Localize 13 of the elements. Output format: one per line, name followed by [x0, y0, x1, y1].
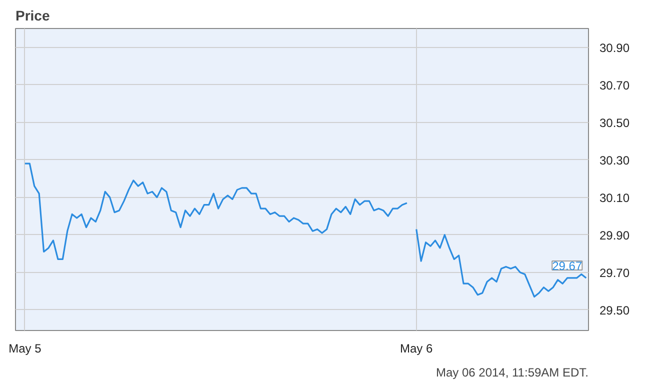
- y-tick-label: 30.10: [600, 190, 630, 205]
- annotation: 29.67: [552, 258, 582, 273]
- y-tick-label: 30.30: [600, 153, 630, 168]
- y-tick-label: 29.70: [600, 266, 630, 280]
- y-tick-label: 30.50: [600, 116, 630, 130]
- x-tick-label: May 5: [8, 342, 42, 356]
- y-tick-label: 29.90: [600, 228, 630, 242]
- chart-title: Price: [16, 8, 50, 24]
- y-tick-label: 30.70: [600, 78, 630, 92]
- x-tick-label: May 6: [400, 342, 434, 356]
- y-tick-label: 29.50: [600, 303, 630, 318]
- text: May 06 2014, 11:59AM EDT.: [436, 366, 589, 380]
- y-tick-label: 30.90: [600, 40, 630, 55]
